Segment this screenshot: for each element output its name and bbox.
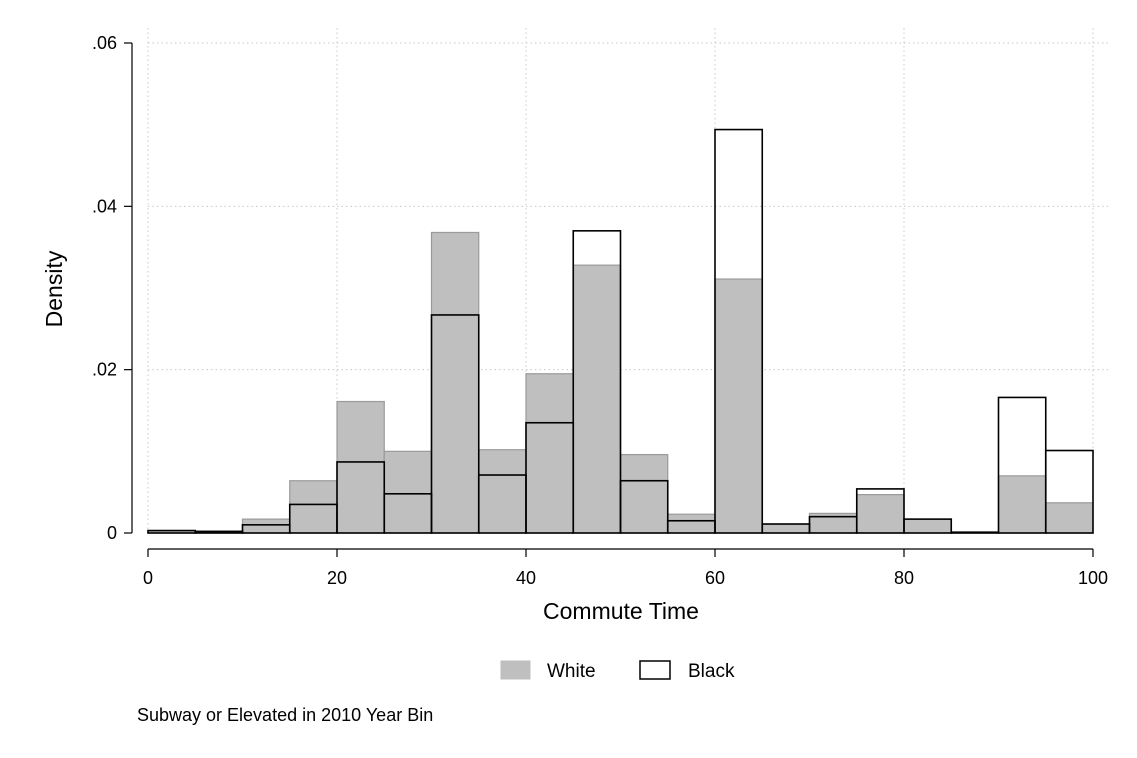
white-bar (619, 454, 669, 534)
black-bar (855, 488, 905, 534)
white-bar (667, 513, 716, 534)
tick-labels: 0 .02 .04 .06 0 20 40 60 80 100 (92, 33, 1108, 588)
x-axis-title: Commute Time (543, 598, 699, 624)
black-series-bars (147, 128, 1094, 534)
y-tick-label: .02 (92, 360, 117, 380)
black-bar (430, 314, 480, 534)
white-bar (761, 523, 811, 534)
white-bar (289, 480, 338, 534)
legend-label-black: Black (688, 661, 735, 682)
y-tick-label: .04 (92, 196, 117, 216)
black-bar (619, 479, 669, 534)
y-tick-label: .06 (92, 33, 117, 53)
x-tick-label: 80 (894, 568, 914, 588)
white-bar (525, 373, 574, 534)
y-axis-title: Density (41, 250, 67, 327)
white-bar (903, 518, 952, 534)
white-bar (336, 400, 385, 534)
x-tick-label: 20 (327, 568, 347, 588)
x-tick-label: 60 (705, 568, 725, 588)
legend-label-white: White (547, 661, 596, 682)
x-tick-label: 100 (1078, 568, 1108, 588)
white-bar (241, 518, 291, 534)
white-bar (714, 278, 763, 534)
x-tick-label: 40 (516, 568, 536, 588)
legend-swatch-white (500, 660, 531, 680)
black-bar (714, 128, 764, 534)
x-tick-label: 0 (143, 568, 153, 588)
legend-swatch-black (639, 660, 671, 680)
black-bar (903, 518, 953, 534)
y-tick-label: 0 (107, 523, 117, 543)
white-bar (572, 264, 622, 534)
white-bar (997, 475, 1047, 534)
white-bar (383, 450, 433, 534)
axes (124, 42, 1094, 557)
white-bar (430, 231, 480, 534)
white-bar (1045, 502, 1094, 534)
black-bar (950, 531, 1000, 534)
white-bar (856, 494, 905, 534)
legend: White Black (500, 660, 735, 682)
black-bar (572, 230, 622, 534)
chart-note: Subway or Elevated in 2010 Year Bin (137, 705, 434, 725)
white-bar (478, 449, 527, 534)
black-bar (1044, 449, 1094, 534)
